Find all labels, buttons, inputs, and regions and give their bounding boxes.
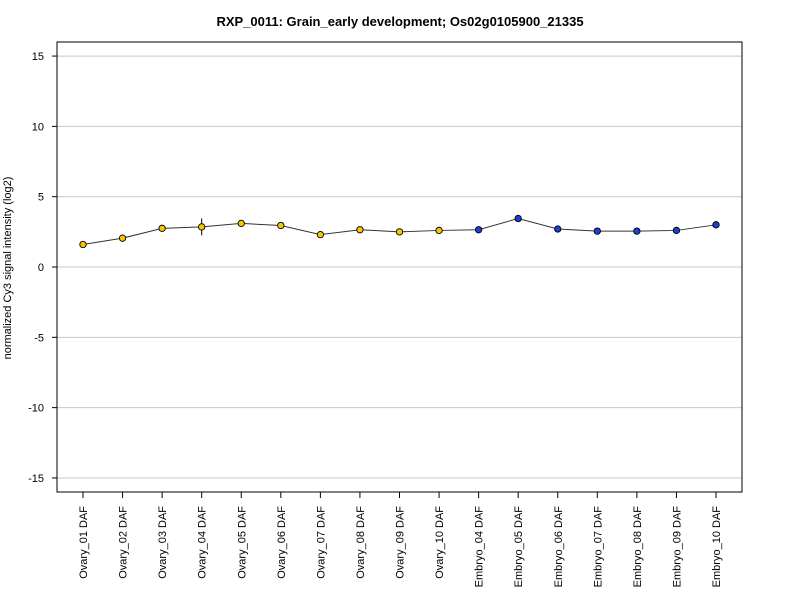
x-tick-label: Embryo_06 DAF	[553, 506, 565, 588]
x-tick-label: Ovary_08 DAF	[355, 506, 367, 579]
y-tick-label: 15	[32, 51, 44, 63]
data-point	[158, 224, 166, 232]
chart-title: RXP_0011: Grain_early development; Os02g…	[216, 14, 584, 29]
x-tick-label: Embryo_09 DAF	[671, 506, 683, 588]
y-tick-label: -15	[28, 473, 44, 485]
x-tick-label: Ovary_06 DAF	[276, 506, 288, 579]
x-tick-label: Ovary_09 DAF	[395, 506, 407, 579]
x-tick-label: Embryo_10 DAF	[711, 506, 723, 588]
y-tick-label: 0	[38, 262, 44, 274]
y-axis: 15 10 5 0 -5 -10 -15	[28, 51, 57, 485]
data-point	[474, 226, 483, 234]
x-tick-label: Ovary_05 DAF	[236, 506, 248, 579]
data-point	[633, 227, 641, 235]
x-tick-label: Ovary_07 DAF	[315, 506, 327, 579]
x-tick-label: Ovary_04 DAF	[197, 506, 209, 579]
data-point	[316, 231, 325, 239]
data-point	[514, 214, 522, 223]
y-tick-label: 10	[32, 121, 44, 133]
y-tick-label: -5	[34, 332, 44, 344]
x-axis: Ovary_01 DAF Ovary_02 DAF Ovary_03 DAF Ovar…	[78, 491, 723, 588]
data-point	[672, 226, 681, 235]
x-tick-label: Ovary_02 DAF	[118, 506, 130, 579]
data-point	[79, 240, 87, 249]
x-tick-label: Embryo_08 DAF	[632, 506, 644, 588]
x-tick-label: Ovary_01 DAF	[78, 506, 90, 579]
y-tick-label: -10	[28, 403, 44, 415]
data-point	[554, 225, 562, 233]
data-point	[712, 221, 720, 229]
data-point	[435, 226, 443, 235]
y-axis-label: normalized Cy3 signal intensity (log2)	[2, 177, 14, 360]
data-point	[356, 226, 364, 234]
data-point	[118, 234, 127, 242]
x-tick-label: Embryo_04 DAF	[474, 506, 486, 588]
x-tick-label: Embryo_05 DAF	[513, 506, 525, 588]
data-point	[237, 219, 245, 228]
data-series	[79, 214, 720, 249]
x-tick-label: Ovary_03 DAF	[157, 506, 169, 579]
y-tick-label: 5	[38, 192, 44, 204]
x-tick-label: Ovary_10 DAF	[434, 506, 446, 579]
data-point	[277, 221, 285, 230]
data-point	[593, 227, 601, 235]
data-point	[198, 223, 206, 231]
x-tick-label: Embryo_07 DAF	[592, 506, 604, 588]
data-point	[395, 228, 404, 236]
grid-lines	[57, 55, 742, 479]
